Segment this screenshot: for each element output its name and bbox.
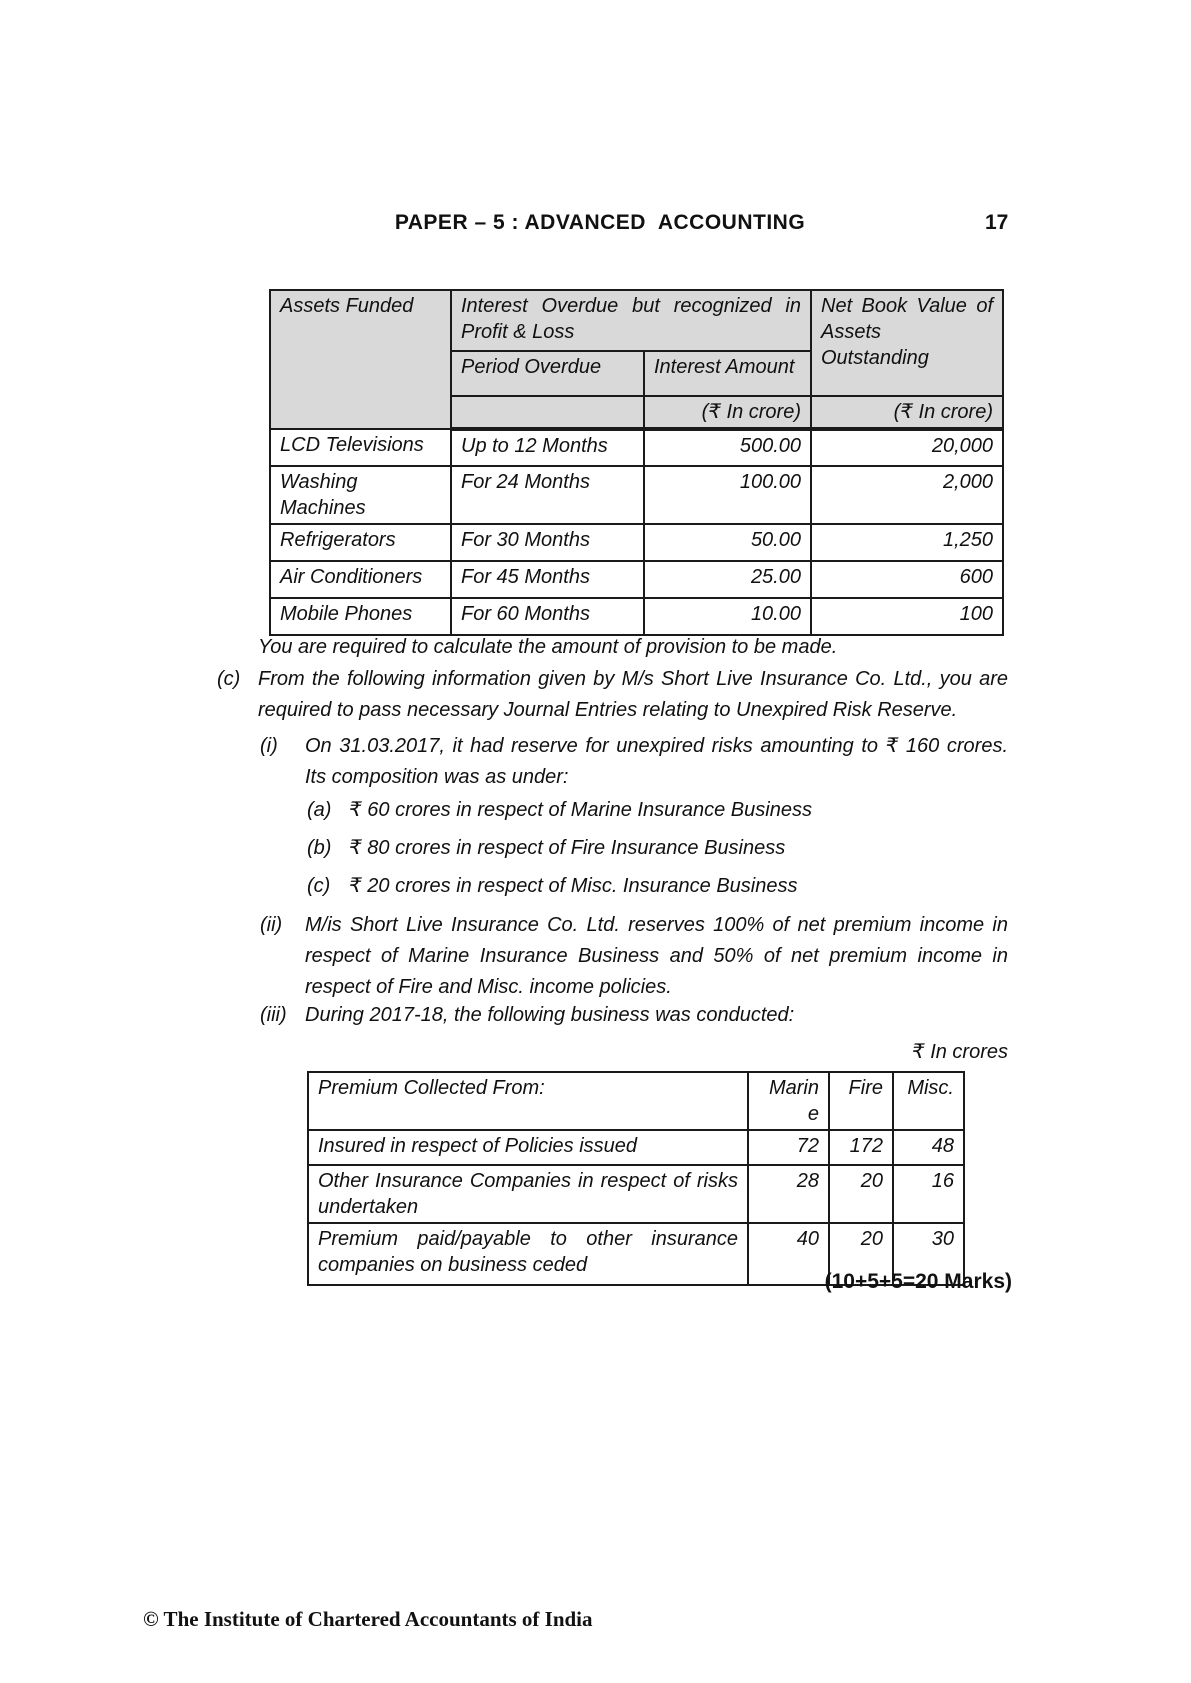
period-cell: For 24 Months	[450, 465, 645, 525]
fire-cell: 20	[828, 1164, 894, 1224]
premium-label-cell: Other Insurance Companies in respect of …	[307, 1164, 749, 1224]
asset-cell: Air Conditioners	[269, 560, 452, 599]
misc-cell: 30	[892, 1222, 965, 1286]
table-row: Washing Machines For 24 Months 100.00 2,…	[269, 465, 1004, 525]
item-iii-marker: (iii)	[260, 1004, 287, 1026]
th-assets-funded: Assets Funded	[269, 289, 452, 430]
th-period-overdue: Period Overdue	[450, 350, 645, 397]
period-cell: For 60 Months	[450, 597, 645, 636]
period-cell: Up to 12 Months	[450, 428, 645, 467]
marine-cell: 28	[747, 1164, 830, 1224]
th-interest-amount: Interest Amount	[643, 350, 812, 397]
net-cell: 1,250	[810, 523, 1004, 562]
item-ii-marker: (ii)	[260, 914, 283, 936]
net-cell: 600	[810, 560, 1004, 599]
th-net-unit: (₹ In crore)	[810, 395, 1004, 431]
marks-label: (10+5+5=20 Marks)	[824, 1270, 1012, 1293]
asset-cell: Refrigerators	[269, 523, 452, 562]
item-c-marker: (c)	[217, 668, 241, 690]
table-row: Air Conditioners For 45 Months 25.00 600	[269, 560, 1004, 599]
table-row: Refrigerators For 30 Months 50.00 1,250	[269, 523, 1004, 562]
th-misc: Misc.	[892, 1071, 965, 1131]
amount-cell: 50.00	[643, 523, 812, 562]
item-i-text: On 31.03.2017, it had reserve for unexpi…	[305, 735, 1008, 788]
marine-cell: 72	[747, 1129, 830, 1166]
asset-cell: Washing Machines	[269, 465, 452, 525]
item-iii-text: During 2017-18, the following business w…	[305, 1004, 795, 1026]
misc-cell: 16	[892, 1164, 965, 1224]
period-cell: For 45 Months	[450, 560, 645, 599]
requirement-text: You are required to calculate the amount…	[258, 636, 838, 658]
premium-table: Premium Collected From: Marine Fire Misc…	[307, 1071, 965, 1286]
asset-cell: LCD Televisions	[269, 428, 452, 467]
currency-unit-note: ₹ In crores	[911, 1041, 1008, 1063]
th-premium-collected: Premium Collected From:	[307, 1071, 749, 1131]
fire-cell: 20	[828, 1222, 894, 1286]
copyright-footer: © The Institute of Chartered Accountants…	[143, 1607, 593, 1631]
th-interest-overdue-group: Interest Overdue but recognized in Profi…	[450, 289, 812, 352]
sub-item-b-text: ₹ 80 crores in respect of Fire Insurance…	[349, 837, 786, 859]
amount-cell: 500.00	[643, 428, 812, 467]
premium-label-cell: Insured in respect of Policies issued	[307, 1129, 749, 1166]
sub-item-a-text: ₹ 60 crores in respect of Marine Insuran…	[349, 799, 812, 821]
sub-item-c-marker: (c)	[307, 875, 331, 897]
amount-cell: 25.00	[643, 560, 812, 599]
asset-cell: Mobile Phones	[269, 597, 452, 636]
page-title: PAPER – 5 : ADVANCED ACCOUNTING	[394, 211, 806, 234]
table-row: LCD Televisions Up to 12 Months 500.00 2…	[269, 428, 1004, 467]
period-cell: For 30 Months	[450, 523, 645, 562]
fire-cell: 172	[828, 1129, 894, 1166]
marine-cell: 40	[747, 1222, 830, 1286]
th-net-book-value: Net Book Value of Assets Outstanding	[810, 289, 1004, 397]
th-interest-unit: (₹ In crore)	[643, 395, 812, 431]
sub-item-a-marker: (a)	[307, 799, 332, 821]
misc-cell: 48	[892, 1129, 965, 1166]
th-marine: Marine	[747, 1071, 830, 1131]
table-row: Mobile Phones For 60 Months 10.00 100	[269, 597, 1004, 636]
table-row: Insured in respect of Policies issued 72…	[307, 1129, 965, 1166]
empty-header-cell	[450, 395, 645, 431]
item-i-marker: (i)	[260, 735, 278, 757]
table-row: Premium paid/payable to other insurance …	[307, 1222, 965, 1286]
net-cell: 2,000	[810, 465, 1004, 525]
amount-cell: 100.00	[643, 465, 812, 525]
item-ii-text: M/is Short Live Insurance Co. Ltd. reser…	[305, 914, 1008, 998]
net-cell: 100	[810, 597, 1004, 636]
premium-label-cell: Premium paid/payable to other insurance …	[307, 1222, 749, 1286]
assets-funded-table: Assets Funded Interest Overdue but recog…	[269, 289, 1004, 636]
table-row: Other Insurance Companies in respect of …	[307, 1164, 965, 1224]
sub-item-b-marker: (b)	[307, 837, 332, 859]
net-cell: 20,000	[810, 428, 1004, 467]
amount-cell: 10.00	[643, 597, 812, 636]
th-fire: Fire	[828, 1071, 894, 1131]
sub-item-c-text: ₹ 20 crores in respect of Misc. Insuranc…	[349, 875, 798, 897]
page-number: 17	[985, 211, 1009, 234]
item-c-text: From the following information given by …	[258, 668, 1008, 721]
